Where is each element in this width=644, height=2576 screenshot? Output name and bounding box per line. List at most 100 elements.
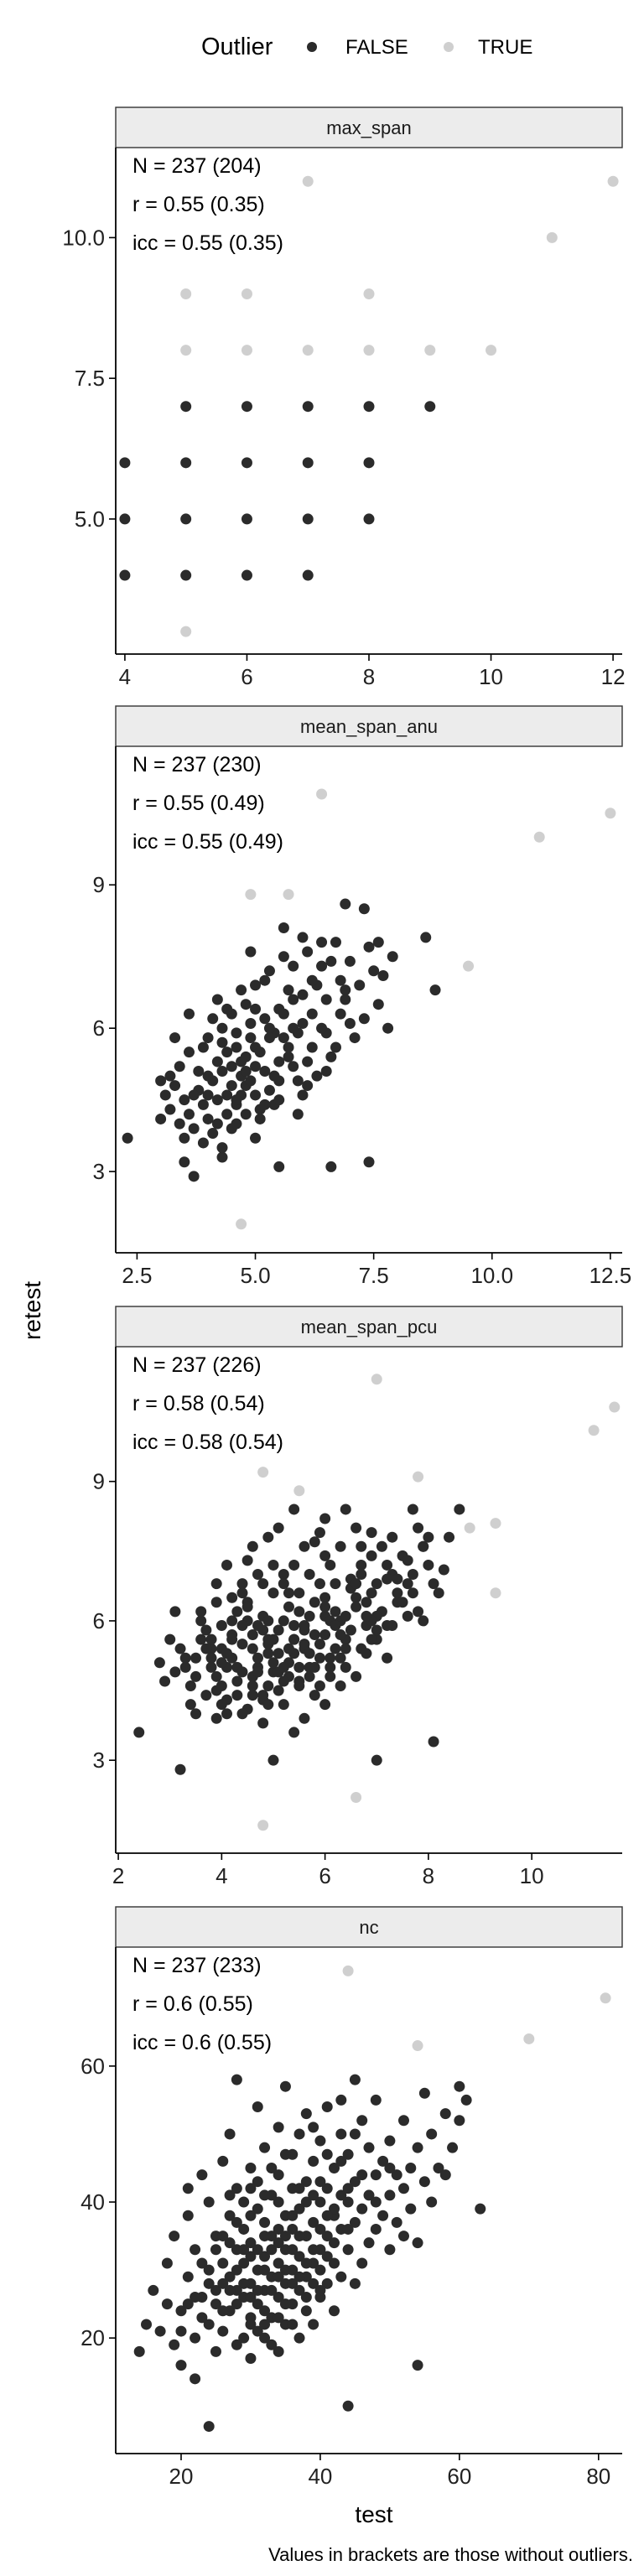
- data-point: [433, 2162, 444, 2174]
- data-point: [340, 1661, 351, 1673]
- data-point: [141, 2319, 153, 2330]
- data-point: [405, 2203, 417, 2215]
- data-point: [236, 984, 247, 996]
- data-point: [267, 1559, 279, 1571]
- data-point: [309, 1629, 320, 1641]
- data-point: [278, 1008, 289, 1020]
- facet-panels: max_span 5.0 7.5 10.0 4 6 8 10 12 N = 237 (204) r …: [62, 106, 631, 2489]
- x-tick-label: 10: [479, 664, 503, 689]
- x-tick-label: 6: [319, 1863, 330, 1888]
- data-point: [402, 1578, 413, 1590]
- data-point: [221, 1089, 233, 1101]
- data-point: [329, 2203, 340, 2215]
- data-point: [397, 2183, 409, 2194]
- data-point: [221, 1109, 233, 1120]
- data-point: [363, 2237, 375, 2249]
- legend-label-false: FALSE: [345, 36, 408, 59]
- data-point: [161, 2298, 173, 2310]
- data-point: [174, 1643, 186, 1654]
- data-point: [254, 1046, 266, 1058]
- data-point: [190, 2332, 201, 2344]
- data-point: [174, 1118, 185, 1130]
- data-point: [175, 2325, 187, 2337]
- data-point: [363, 941, 375, 953]
- data-point: [263, 1032, 275, 1044]
- data-point: [175, 2360, 187, 2371]
- data-point: [418, 1540, 429, 1552]
- data-point: [363, 1156, 375, 1168]
- x-tick-label: 10: [520, 1863, 544, 1888]
- stat-annotation: N = 237 (230): [132, 753, 262, 776]
- outlier-point: [412, 2040, 423, 2052]
- outlier-point: [600, 1992, 611, 2004]
- data-point: [283, 1643, 294, 1654]
- data-point: [266, 2284, 278, 2296]
- data-point: [224, 2210, 236, 2221]
- outlier-point: [257, 1467, 269, 1478]
- data-point: [283, 1051, 294, 1062]
- data-point: [155, 1075, 167, 1087]
- data-point: [288, 1504, 300, 1515]
- data-point: [460, 2094, 472, 2106]
- data-point: [418, 1615, 429, 1627]
- data-point: [242, 1555, 253, 1566]
- data-point: [196, 2169, 208, 2181]
- data-point: [259, 2319, 271, 2330]
- data-point: [288, 1633, 300, 1645]
- data-point: [288, 1619, 300, 1631]
- data-point: [320, 1065, 332, 1077]
- data-point: [372, 937, 384, 948]
- data-point: [224, 2189, 236, 2201]
- data-point: [273, 1161, 285, 1172]
- data-point: [179, 1156, 190, 1168]
- data-point: [340, 1610, 351, 1622]
- data-point: [325, 1051, 337, 1062]
- x-tick-label: 5.0: [240, 1263, 270, 1288]
- data-point: [356, 2257, 368, 2269]
- outlier-point: [351, 1792, 362, 1804]
- data-point: [392, 1573, 403, 1585]
- data-point: [325, 1559, 336, 1571]
- data-point: [366, 1527, 377, 1539]
- data-point: [217, 2305, 229, 2317]
- data-point: [407, 1569, 418, 1581]
- data-point: [320, 994, 332, 1005]
- data-point: [325, 1661, 336, 1673]
- data-point: [349, 2176, 361, 2188]
- data-point: [302, 457, 314, 469]
- data-point: [325, 955, 337, 967]
- data-point: [210, 1712, 222, 1724]
- data-point: [263, 965, 275, 977]
- data-point: [349, 2074, 361, 2085]
- data-point: [351, 1578, 362, 1590]
- data-point: [169, 2339, 180, 2350]
- data-point: [190, 1652, 202, 1664]
- data-point: [302, 401, 314, 413]
- data-point: [183, 1109, 195, 1120]
- data-point: [438, 1564, 449, 1576]
- outlier-point: [490, 1587, 501, 1599]
- data-point: [300, 2176, 312, 2188]
- data-point: [329, 2237, 340, 2249]
- data-point: [370, 2223, 382, 2235]
- data-point: [297, 1017, 309, 1029]
- outlier-point: [241, 288, 252, 299]
- data-point: [182, 2210, 194, 2221]
- data-point: [325, 1161, 337, 1172]
- data-point: [217, 2231, 229, 2242]
- data-point: [392, 1587, 403, 1599]
- data-point: [169, 1032, 181, 1044]
- data-point: [259, 2142, 271, 2153]
- data-point: [314, 1680, 325, 1692]
- data-point: [221, 1559, 233, 1571]
- data-point: [288, 960, 299, 972]
- data-point: [424, 401, 436, 413]
- data-point: [363, 2189, 375, 2201]
- data-point: [349, 1032, 361, 1044]
- data-point: [231, 2216, 242, 2228]
- data-point: [241, 401, 252, 413]
- stat-annotation: r = 0.58 (0.54): [132, 1392, 265, 1415]
- data-point: [231, 1118, 242, 1130]
- data-point: [342, 2244, 354, 2256]
- data-point: [262, 1531, 274, 1543]
